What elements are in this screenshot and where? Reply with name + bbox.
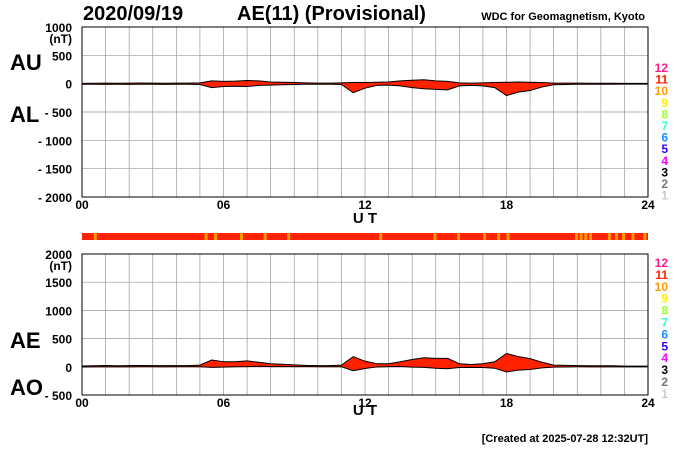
legend-item-6: 6: [661, 327, 668, 341]
legend-item-8: 8: [661, 304, 668, 318]
au-label: AU: [10, 50, 42, 75]
y-tick-label: - 2000: [38, 191, 72, 205]
au-series-line: [81, 79, 648, 84]
date-title: 2020/09/19: [83, 3, 183, 25]
bottom-unit-label: (nT): [49, 259, 72, 273]
station-count-segment: [93, 233, 97, 240]
station-count-segment: [622, 233, 626, 240]
station-count-segment: [497, 233, 501, 240]
legend-item-12: 12: [655, 256, 669, 270]
x-tick-label: 06: [217, 198, 231, 212]
y-tick-label: 500: [52, 333, 72, 347]
station-count-segment: [482, 233, 486, 240]
legend-item-11: 11: [655, 268, 668, 282]
station-count-segment: [631, 233, 635, 240]
station-count-segment: [456, 233, 460, 240]
x-tick-label: 24: [641, 396, 655, 410]
legend-item-10: 10: [655, 280, 669, 294]
au-al-fill-area: [82, 79, 648, 96]
station-count-segment: [574, 233, 578, 240]
y-tick-label: 1500: [45, 276, 72, 290]
ae-series-line: [81, 353, 648, 367]
plot-frame: [81, 26, 649, 198]
source-label: WDC for Geomagnetism, Kyoto: [481, 11, 645, 23]
y-tick-label: - 500: [45, 389, 73, 403]
y-tick-label: 0: [65, 78, 72, 92]
station-count-segment: [287, 233, 291, 240]
x-tick-label: 24: [641, 198, 655, 212]
y-tick-label: - 1500: [38, 163, 72, 177]
station-count-segment: [607, 233, 611, 240]
station-count-segment: [379, 233, 383, 240]
y-tick-label: 1000: [45, 304, 72, 318]
station-count-segment: [643, 233, 647, 240]
station-count-bar: [82, 233, 648, 240]
station-count-segment: [584, 233, 588, 240]
ao-series-line: [81, 365, 648, 373]
legend-item-3: 3: [661, 165, 668, 179]
y-tick-label: 0: [65, 361, 72, 375]
station-count-segment: [433, 233, 437, 240]
legend-item-9: 9: [661, 292, 668, 306]
x-tick-label: 18: [500, 198, 514, 212]
y-tick-label: 2000: [45, 248, 72, 262]
legend-item-9: 9: [661, 96, 668, 110]
legend-item-2: 2: [661, 177, 668, 191]
station-count-segment: [240, 233, 244, 240]
bottom-xaxis-title: U T: [353, 402, 377, 419]
plot-frame: [81, 253, 649, 396]
station-count-segment: [204, 233, 208, 240]
top-xaxis-title: U T: [353, 210, 377, 227]
station-count-segment: [263, 233, 267, 240]
legend-item-6: 6: [661, 131, 668, 145]
legend-item-4: 4: [661, 351, 668, 365]
top-unit-label: (nT): [49, 32, 72, 46]
legend-item-1: 1: [661, 189, 668, 203]
legend-item-7: 7: [661, 316, 668, 330]
y-tick-label: 1000: [45, 21, 72, 35]
y-tick-label: 500: [52, 49, 72, 63]
station-count-segment: [589, 233, 593, 240]
legend-item-7: 7: [661, 119, 668, 133]
station-count-segment: [214, 233, 218, 240]
legend-item-4: 4: [661, 154, 668, 168]
x-tick-label: 12: [358, 198, 372, 212]
legend-item-5: 5: [661, 339, 668, 353]
ao-label: AO: [10, 375, 43, 400]
index-title: AE(11) (Provisional): [237, 3, 426, 25]
x-tick-label: 00: [75, 396, 89, 410]
legend-item-8: 8: [661, 107, 668, 121]
station-count-segment: [614, 233, 618, 240]
x-tick-label: 12: [358, 396, 372, 410]
station-count-segment: [506, 233, 510, 240]
legend-item-11: 11: [655, 73, 668, 87]
al-label: AL: [10, 102, 39, 127]
created-timestamp: [Created at 2025-07-28 12:32UT]: [482, 433, 649, 445]
legend-item-10: 10: [655, 84, 669, 98]
legend-item-3: 3: [661, 363, 668, 377]
y-tick-label: - 500: [45, 106, 73, 120]
x-tick-label: 18: [500, 396, 514, 410]
legend-item-12: 12: [655, 61, 669, 75]
al-series-line: [82, 83, 648, 97]
ae-label: AE: [10, 328, 41, 353]
y-tick-label: - 1000: [38, 134, 72, 148]
ae-ao-fill-area: [82, 353, 648, 373]
x-tick-label: 06: [217, 396, 231, 410]
station-count-segment: [579, 233, 583, 240]
legend-item-1: 1: [661, 387, 668, 401]
legend-item-2: 2: [661, 375, 668, 389]
x-tick-label: 00: [75, 198, 89, 212]
legend-item-5: 5: [661, 142, 668, 156]
